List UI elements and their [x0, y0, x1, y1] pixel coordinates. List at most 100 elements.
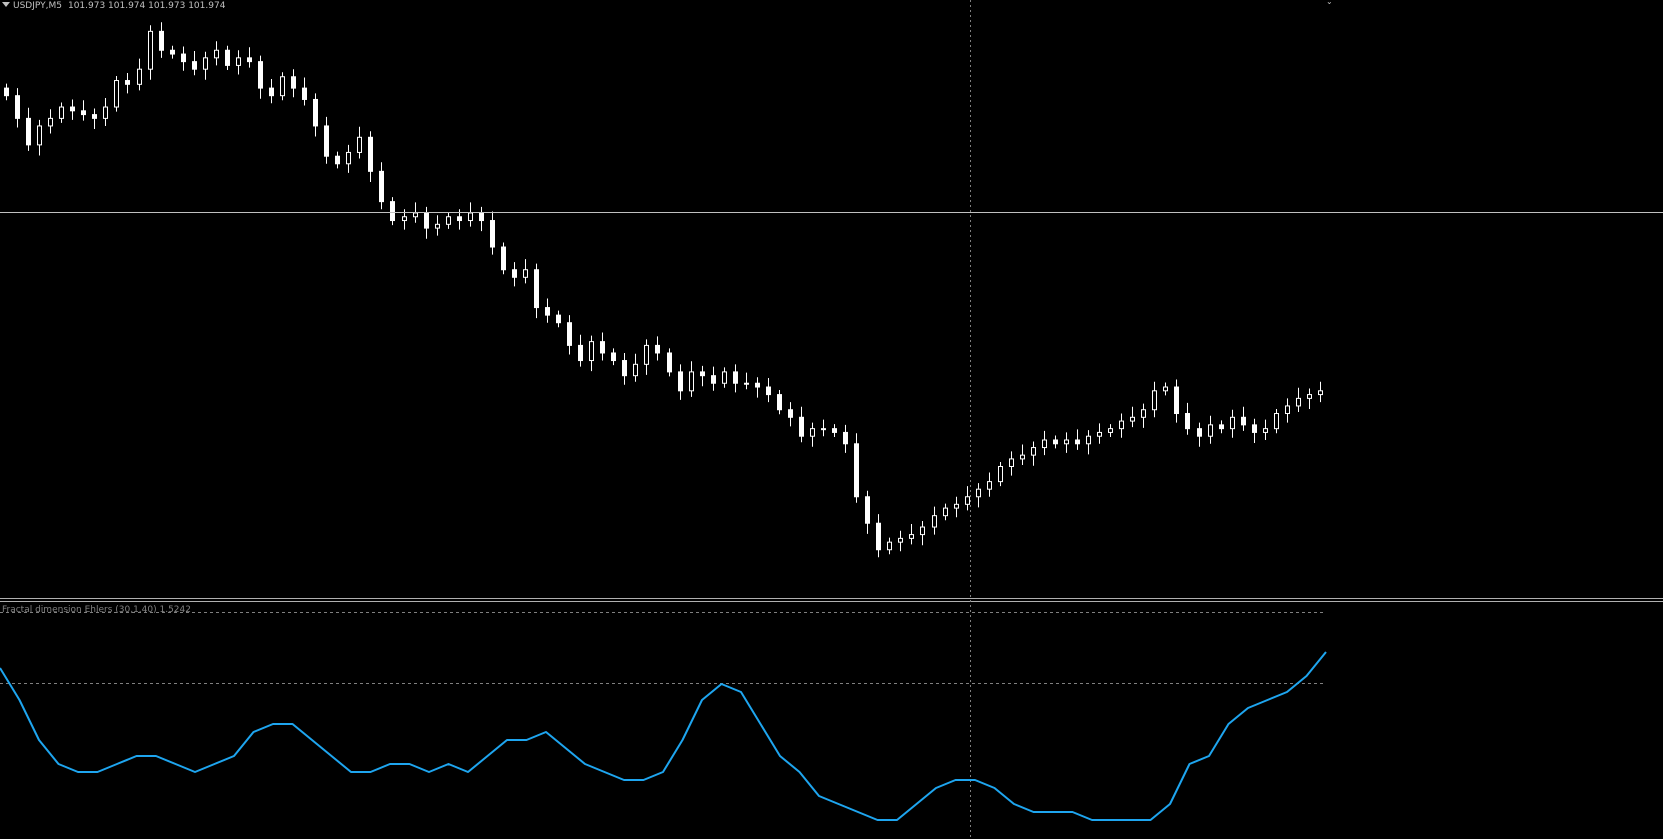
candle — [1274, 413, 1279, 430]
candle — [1042, 439, 1047, 449]
candle — [302, 87, 307, 100]
candle — [611, 352, 616, 362]
candle — [589, 341, 594, 362]
candle — [943, 507, 948, 517]
candle — [1197, 428, 1202, 437]
candle — [1219, 424, 1224, 430]
triangle-down-icon[interactable] — [2, 2, 10, 7]
candle — [1318, 390, 1323, 396]
candle — [633, 363, 638, 377]
candle — [854, 443, 859, 498]
candle — [37, 125, 42, 146]
candle — [655, 344, 660, 354]
candle — [722, 371, 727, 384]
candle — [954, 503, 959, 509]
candle — [203, 57, 208, 70]
chart-title-bar: USDJPY,M5 101.973 101.974 101.973 101.974 — [2, 0, 225, 12]
candle — [1097, 431, 1102, 437]
candle — [435, 223, 440, 229]
candle — [1009, 458, 1014, 467]
candle — [1020, 454, 1025, 460]
candle — [1252, 424, 1257, 433]
candle — [777, 394, 782, 411]
candle — [766, 386, 771, 396]
candle — [821, 428, 826, 431]
candle — [181, 53, 186, 63]
candle — [578, 344, 583, 362]
indicator-label: Fractal dimension Ehlers (30,1.40) 1.524… — [2, 605, 191, 615]
candle — [1064, 439, 1069, 445]
candle — [1185, 413, 1190, 430]
candle — [280, 76, 285, 97]
candle — [490, 220, 495, 248]
candle — [1174, 386, 1179, 415]
candle — [4, 87, 9, 97]
scroll-marker-icon[interactable]: ⌄ — [1326, 0, 1333, 6]
candle — [865, 496, 870, 524]
candle — [269, 87, 274, 97]
candle — [479, 212, 484, 222]
candle — [26, 117, 31, 146]
candle — [689, 371, 694, 392]
candle — [876, 522, 881, 551]
candle — [1130, 416, 1135, 422]
candle — [920, 526, 925, 536]
candle — [987, 481, 992, 490]
candle — [137, 68, 142, 85]
candle — [368, 136, 373, 172]
candle — [424, 212, 429, 229]
candle — [667, 352, 672, 373]
candle — [81, 110, 86, 116]
candle — [1307, 394, 1312, 399]
candle — [545, 307, 550, 316]
candle — [346, 151, 351, 165]
candle — [1086, 435, 1091, 445]
candle — [1296, 397, 1301, 407]
candle — [998, 465, 1003, 483]
candle — [1141, 409, 1146, 418]
candle — [1208, 424, 1213, 437]
candle — [556, 314, 561, 324]
candle — [1119, 420, 1124, 430]
candle — [357, 136, 362, 153]
candle — [965, 496, 970, 505]
candle — [402, 216, 407, 222]
candle — [644, 344, 649, 365]
candle — [313, 98, 318, 127]
candle — [887, 541, 892, 551]
candle — [247, 57, 252, 63]
candle — [114, 80, 119, 108]
candle — [159, 30, 164, 51]
candle — [1285, 405, 1290, 415]
candle — [103, 106, 108, 119]
candle — [258, 61, 263, 89]
candle — [192, 61, 197, 70]
candle — [1075, 439, 1080, 445]
candle — [390, 201, 395, 222]
candle — [15, 95, 20, 119]
candle — [92, 114, 97, 119]
candle — [148, 30, 153, 70]
candle — [534, 269, 539, 309]
candle — [170, 49, 175, 55]
candle — [1152, 390, 1157, 411]
candle — [70, 106, 75, 112]
candle — [1163, 386, 1168, 392]
candle — [1053, 439, 1058, 445]
candle — [501, 246, 506, 271]
candle — [932, 515, 937, 528]
candle — [909, 534, 914, 539]
candle — [810, 428, 815, 437]
candle — [1031, 447, 1036, 456]
candle — [1263, 428, 1268, 433]
candle — [733, 371, 738, 384]
candle — [755, 382, 760, 388]
fractal-dimension-line — [0, 651, 1327, 821]
candle — [523, 269, 528, 278]
candle — [678, 371, 683, 392]
candle — [468, 212, 473, 222]
candle — [799, 416, 804, 437]
candle — [48, 117, 53, 127]
